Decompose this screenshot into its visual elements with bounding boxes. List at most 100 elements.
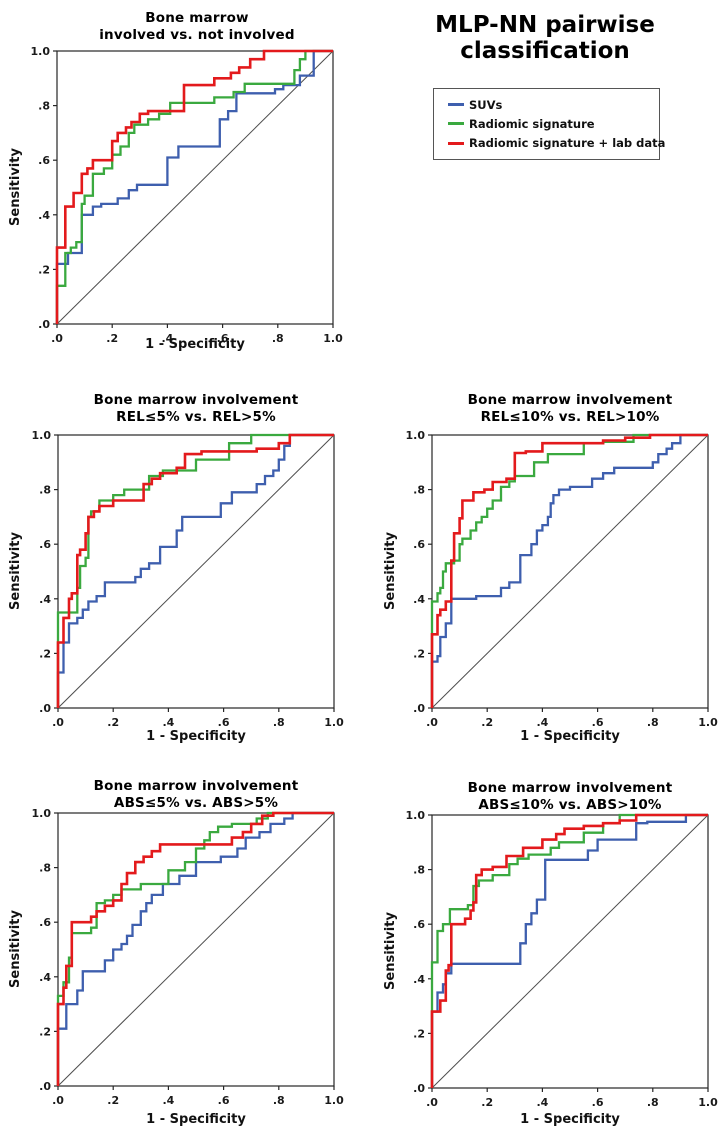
reference-diagonal [431, 434, 709, 709]
roc-curve-0 [56, 811, 334, 1086]
chart-title-abs10: Bone marrow involvement ABS≤10% vs. ABS>… [410, 780, 727, 813]
x-tick-label: .0 [426, 1096, 438, 1109]
chart-title-line1: Bone marrow involvement [93, 392, 299, 408]
chart-title-line2: REL≤10% vs. REL>10% [480, 408, 660, 425]
x-axis-label: 1 - Specificity [145, 337, 245, 352]
y-tick-label: .2 [39, 647, 51, 660]
y-tick-label: .4 [413, 593, 425, 606]
y-tick-label: .8 [39, 484, 51, 497]
roc-curve-1 [430, 433, 708, 708]
x-tick-label: .6 [217, 332, 229, 345]
radiomic-signature-lab-data-line-swatch-icon [448, 141, 464, 145]
legend-label: Radiomic signature [469, 116, 595, 131]
x-tick-label: .2 [481, 1096, 493, 1109]
chart-title-line2: REL≤5% vs. REL>5% [116, 408, 276, 425]
x-tick-label: 1.0 [323, 332, 343, 345]
x-tick-label: .8 [273, 716, 285, 729]
figure-title-line1: MLP-NN pairwise [435, 12, 655, 38]
plot-frame [431, 434, 709, 709]
chart-title-abs5: Bone marrow involvement ABS≤5% vs. ABS>5… [36, 778, 356, 811]
x-tick-label: .6 [218, 1094, 230, 1107]
x-tick-label: .4 [162, 1094, 174, 1107]
reference-diagonal [57, 812, 335, 1087]
roc-plot-involved: .0.0 .2 .2 .4 .4 .6 .6 .8 .8 1.0 1.0 [31, 45, 344, 345]
roc-curve-0 [55, 49, 333, 324]
y-tick-label: .4 [39, 593, 51, 606]
x-tick-label: .4 [536, 716, 548, 729]
figure-title-line2: classification [460, 38, 630, 64]
y-tick-label: 1.0 [406, 429, 426, 442]
figure-title: MLP-NN pairwise classification [375, 12, 715, 64]
chart-title-line1: Bone marrow involvement [467, 392, 673, 408]
x-tick-label: .4 [161, 332, 173, 345]
y-tick-label: .6 [38, 154, 50, 167]
y-tick-label: .4 [413, 973, 425, 986]
x-tick-label: .8 [647, 1096, 659, 1109]
x-tick-label: .0 [426, 716, 438, 729]
roc-plot-abs5: .0.0 .2 .2 .4 .4 .6 .6 .8 .8 1.0 1.0 [32, 807, 345, 1107]
roc-plot-rel5: .0.0 .2 .2 .4 .4 .6 .6 .8 .8 1.0 1.0 [32, 429, 345, 729]
y-tick-label: .0 [413, 702, 425, 715]
y-tick-label: .4 [39, 971, 51, 984]
chart-title-line1: Bone marrow involvement [467, 780, 673, 796]
x-tick-label: .6 [592, 1096, 604, 1109]
y-tick-label: 1.0 [32, 807, 52, 820]
x-tick-label: .6 [592, 716, 604, 729]
roc-curve-2 [56, 433, 334, 708]
y-tick-label: .6 [413, 918, 425, 931]
chart-title-line1: Bone marrow [145, 10, 249, 26]
x-tick-label: .2 [107, 1094, 119, 1107]
roc-plot-rel10: .0.0 .2 .2 .4 .4 .6 .6 .8 .8 1.0 1.0 [406, 429, 719, 729]
chart-title-rel10: Bone marrow involvement REL≤10% vs. REL>… [410, 392, 727, 425]
roc-curve-0 [430, 813, 708, 1088]
y-tick-label: .8 [39, 862, 51, 875]
y-tick-label: .4 [38, 209, 50, 222]
radiomic-signature-line-swatch-icon [448, 122, 464, 126]
y-tick-label: 1.0 [32, 429, 52, 442]
roc-curve-2 [430, 813, 708, 1088]
legend: SUVs Radiomic signature Radiomic signatu… [433, 88, 665, 160]
x-axis-label: 1 - Specificity [520, 729, 620, 744]
x-axis-label: 1 - Specificity [146, 729, 246, 744]
roc-curve-2 [56, 811, 334, 1086]
x-tick-label: .2 [106, 332, 118, 345]
y-tick-label: .0 [38, 318, 50, 331]
y-tick-label: 1.0 [406, 809, 426, 822]
y-tick-label: .6 [39, 916, 51, 929]
legend-item-suvs: SUVs [448, 98, 659, 112]
roc-plot-abs10: .0.0 .2 .2 .4 .4 .6 .6 .8 .8 1.0 1.0 [406, 809, 719, 1109]
chart-title-rel5: Bone marrow involvement REL≤5% vs. REL>5… [36, 392, 356, 425]
x-tick-label: .2 [481, 716, 493, 729]
y-tick-label: .2 [413, 1027, 425, 1040]
y-tick-label: .2 [38, 263, 50, 276]
legend-label: Radiomic signature + lab data [469, 136, 666, 151]
x-tick-label: .0 [51, 332, 63, 345]
x-tick-label: .0 [52, 1094, 64, 1107]
x-tick-label: 1.0 [698, 1096, 718, 1109]
x-tick-label: .2 [107, 716, 119, 729]
y-tick-label: .8 [413, 484, 425, 497]
x-tick-label: .0 [52, 716, 64, 729]
chart-title-line2: ABS≤10% vs. ABS>10% [478, 796, 662, 813]
x-tick-label: .4 [536, 1096, 548, 1109]
roc-curve-1 [55, 49, 333, 324]
x-tick-label: .8 [647, 716, 659, 729]
roc-curve-0 [56, 433, 334, 708]
x-axis-label: 1 - Specificity [146, 1112, 246, 1127]
y-tick-label: 1.0 [31, 45, 51, 58]
chart-title-line1: Bone marrow involvement [93, 778, 299, 794]
reference-diagonal [57, 434, 335, 709]
y-tick-label: .8 [413, 864, 425, 877]
chart-title-line2: ABS≤5% vs. ABS>5% [113, 794, 279, 811]
y-tick-label: .6 [39, 538, 51, 551]
x-tick-label: 1.0 [324, 716, 344, 729]
y-tick-label: .0 [39, 702, 51, 715]
x-tick-label: .4 [162, 716, 174, 729]
legend-item-radiomic-signature-lab-data: Radiomic signature + lab data [448, 136, 665, 150]
chart-title-involved: Bone marrow involved vs. not involved [37, 10, 357, 43]
plot-frame [57, 812, 335, 1087]
x-tick-label: .6 [218, 716, 230, 729]
plot-frame [57, 434, 335, 709]
y-tick-label: .0 [39, 1080, 51, 1093]
